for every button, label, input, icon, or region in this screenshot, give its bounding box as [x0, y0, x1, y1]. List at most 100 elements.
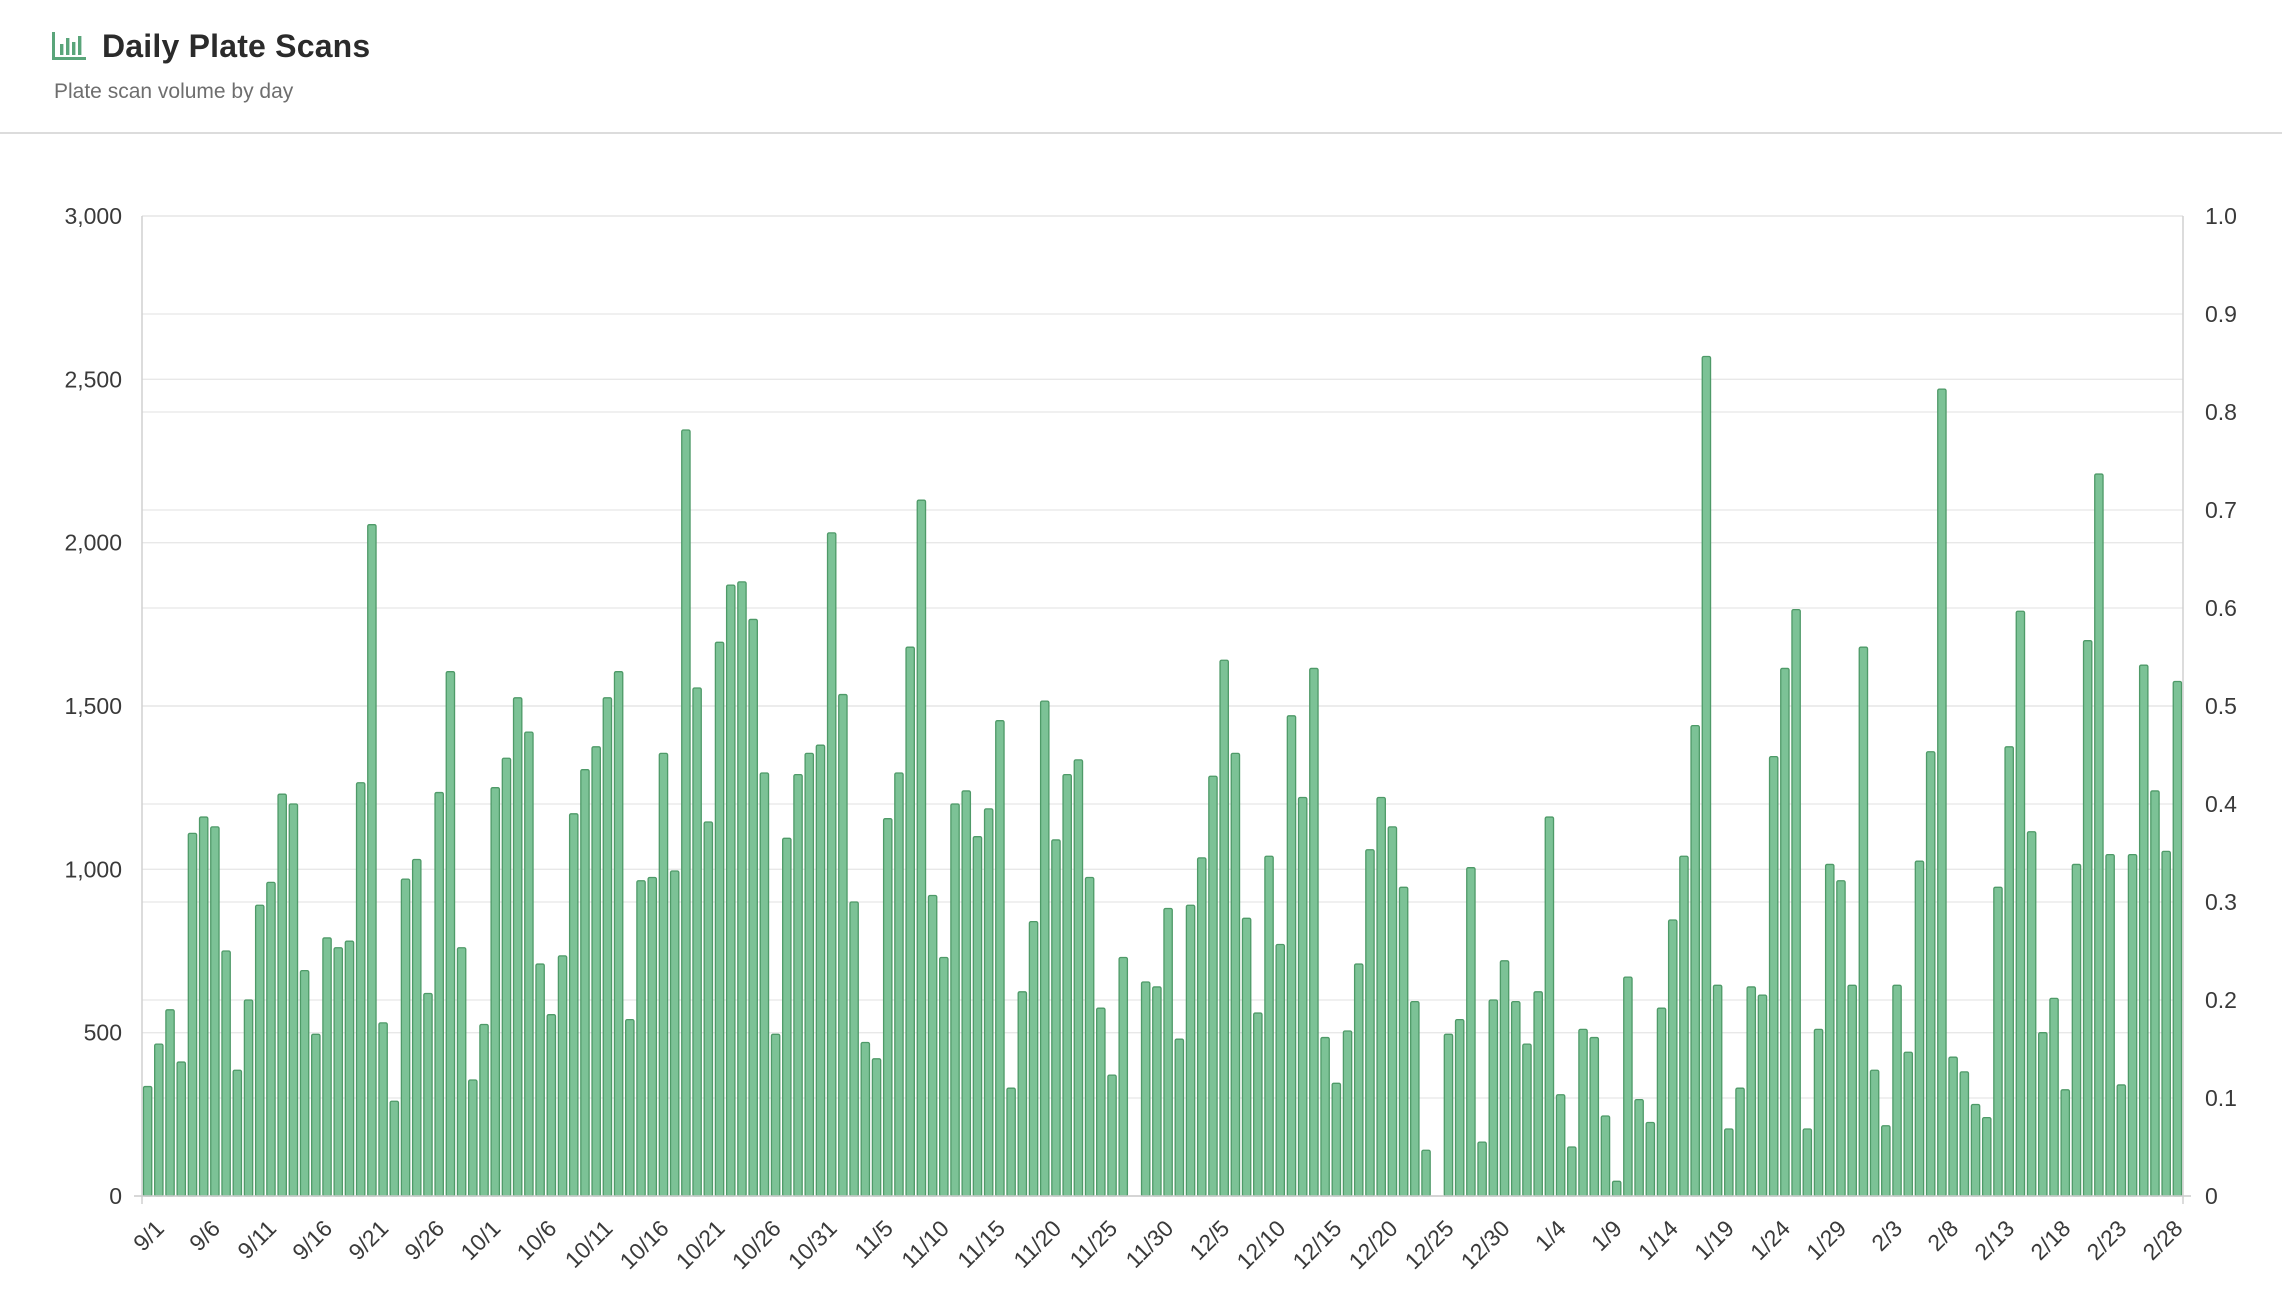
bar[interactable]: [1567, 1146, 1577, 1197]
bar[interactable]: [1623, 976, 1633, 1197]
bar[interactable]: [400, 878, 411, 1197]
bar[interactable]: [793, 773, 803, 1197]
bar[interactable]: [1275, 943, 1286, 1197]
bar[interactable]: [445, 671, 456, 1197]
bar[interactable]: [1903, 1051, 1914, 1197]
bar[interactable]: [669, 870, 680, 1197]
bar[interactable]: [1174, 1038, 1185, 1197]
bar[interactable]: [456, 947, 467, 1197]
bar[interactable]: [647, 876, 658, 1197]
bar[interactable]: [636, 880, 646, 1197]
bar[interactable]: [1017, 991, 1028, 1197]
bar[interactable]: [983, 808, 994, 1197]
bar[interactable]: [299, 969, 310, 1197]
bar[interactable]: [894, 772, 904, 1197]
bar[interactable]: [1107, 1074, 1117, 1197]
bar[interactable]: [1522, 1043, 1532, 1197]
bar[interactable]: [1488, 999, 1499, 1197]
bar[interactable]: [1230, 752, 1241, 1197]
bar[interactable]: [1297, 796, 1308, 1197]
bar[interactable]: [2138, 664, 2149, 1197]
bar[interactable]: [2038, 1032, 2048, 1197]
bar[interactable]: [254, 904, 265, 1197]
bar[interactable]: [1062, 773, 1072, 1197]
bar[interactable]: [1320, 1036, 1330, 1197]
bar[interactable]: [322, 937, 332, 1197]
bar[interactable]: [176, 1061, 187, 1197]
bar[interactable]: [1858, 646, 1869, 1197]
bar[interactable]: [826, 532, 837, 1197]
bar[interactable]: [849, 901, 859, 1197]
bar[interactable]: [1185, 904, 1196, 1197]
bar[interactable]: [1656, 1007, 1667, 1197]
bar[interactable]: [2161, 850, 2171, 1197]
bar[interactable]: [512, 697, 523, 1197]
bar[interactable]: [939, 956, 949, 1197]
bar[interactable]: [972, 836, 983, 1197]
bar[interactable]: [1578, 1028, 1588, 1197]
bar[interactable]: [1073, 759, 1084, 1197]
bar[interactable]: [1443, 1033, 1454, 1197]
bar[interactable]: [198, 816, 209, 1197]
bar[interactable]: [1970, 1103, 1981, 1197]
bar[interactable]: [468, 1079, 478, 1197]
bar[interactable]: [1152, 986, 1162, 1197]
bar[interactable]: [1039, 700, 1050, 1197]
bar[interactable]: [154, 1043, 164, 1197]
bar[interactable]: [479, 1023, 489, 1197]
bar[interactable]: [613, 671, 624, 1197]
bar[interactable]: [1679, 855, 1689, 1197]
bar[interactable]: [1253, 1012, 1263, 1197]
bar[interactable]: [1286, 715, 1297, 1197]
bar[interactable]: [557, 955, 568, 1197]
bar[interactable]: [804, 752, 815, 1197]
bar[interactable]: [1993, 886, 2003, 1197]
bar[interactable]: [1746, 986, 1757, 1197]
bar[interactable]: [1914, 860, 1925, 1197]
bar[interactable]: [266, 881, 276, 1197]
bar[interactable]: [882, 818, 893, 1197]
bar[interactable]: [2150, 790, 2160, 1197]
bar[interactable]: [1454, 1018, 1465, 1197]
bar[interactable]: [411, 858, 422, 1197]
bar[interactable]: [1084, 876, 1095, 1197]
bar[interactable]: [546, 1014, 557, 1197]
bar[interactable]: [333, 947, 344, 1197]
bar[interactable]: [1892, 984, 1902, 1197]
bar[interactable]: [142, 1085, 153, 1197]
bar[interactable]: [2015, 610, 2026, 1197]
bar[interactable]: [1757, 994, 1768, 1197]
bar[interactable]: [1219, 659, 1229, 1197]
bar[interactable]: [1948, 1056, 1958, 1197]
bar[interactable]: [2105, 853, 2115, 1197]
bar[interactable]: [423, 992, 433, 1197]
bar[interactable]: [692, 687, 702, 1197]
bar[interactable]: [927, 894, 938, 1197]
bar[interactable]: [1533, 991, 1543, 1197]
bar[interactable]: [2172, 680, 2183, 1197]
bar[interactable]: [1421, 1149, 1431, 1197]
bar[interactable]: [1925, 751, 1936, 1197]
bar[interactable]: [1824, 863, 1835, 1197]
bar[interactable]: [524, 731, 534, 1197]
bar[interactable]: [2116, 1084, 2127, 1197]
bar[interactable]: [1376, 796, 1386, 1197]
bar[interactable]: [950, 803, 960, 1197]
bar[interactable]: [838, 693, 848, 1197]
bar[interactable]: [535, 963, 545, 1197]
bar[interactable]: [378, 1022, 388, 1197]
bar[interactable]: [1836, 880, 1846, 1197]
bar[interactable]: [2026, 831, 2037, 1197]
bar[interactable]: [1869, 1069, 1880, 1197]
bar[interactable]: [1398, 886, 1409, 1197]
bar[interactable]: [1331, 1082, 1342, 1197]
bar[interactable]: [1410, 1000, 1420, 1197]
bar[interactable]: [602, 697, 613, 1197]
bar[interactable]: [501, 757, 512, 1197]
bar[interactable]: [770, 1033, 781, 1197]
bar[interactable]: [1196, 857, 1207, 1197]
bar[interactable]: [243, 999, 254, 1197]
bar[interactable]: [748, 618, 758, 1197]
bar[interactable]: [1096, 1007, 1106, 1197]
bar[interactable]: [995, 720, 1005, 1197]
